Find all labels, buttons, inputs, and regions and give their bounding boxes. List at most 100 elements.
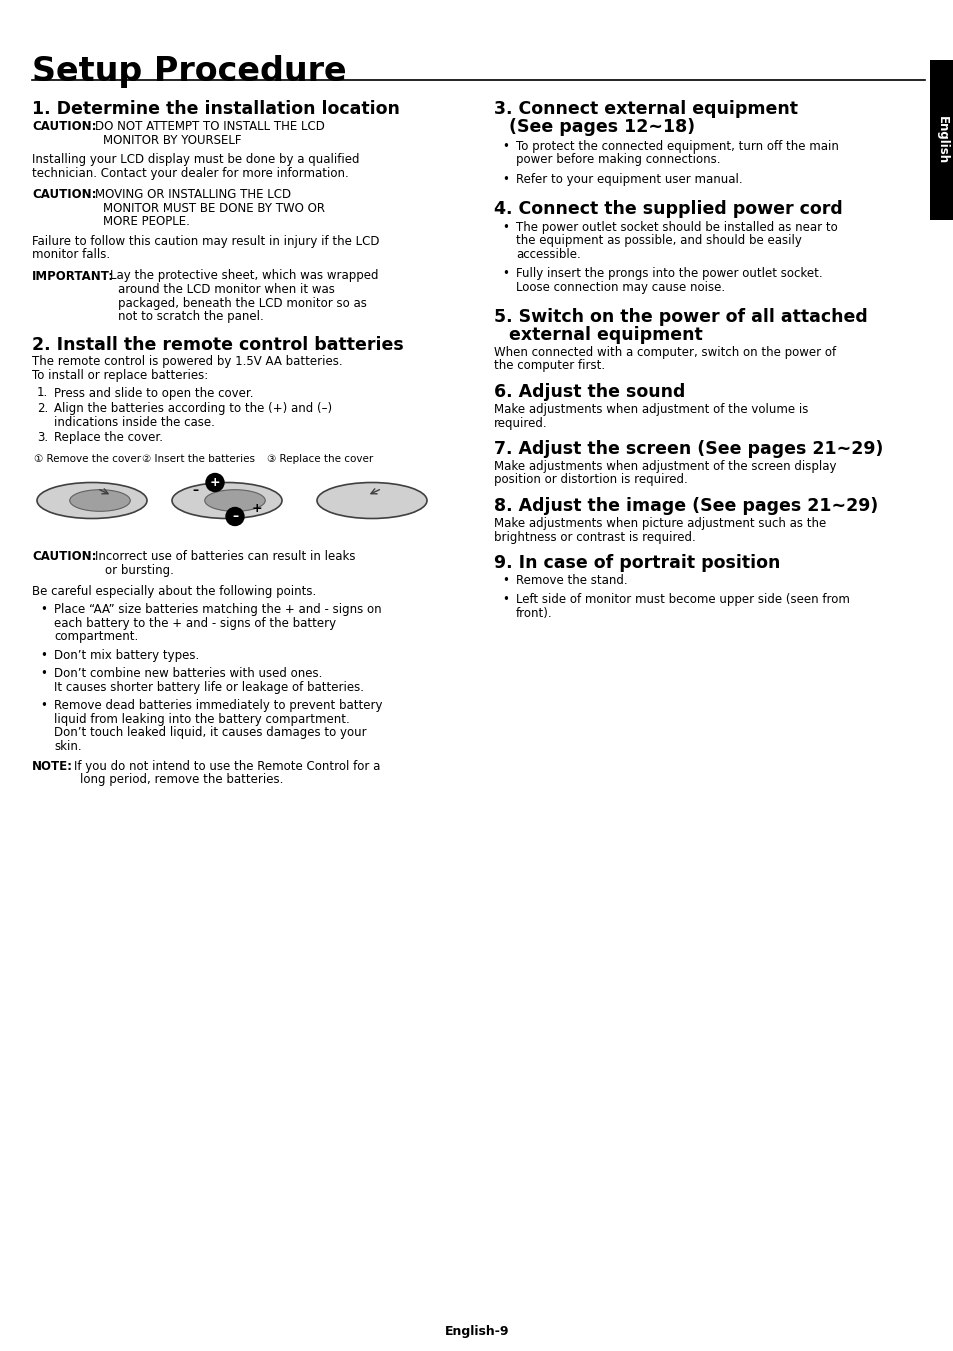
Text: Align the batteries according to the (+) and (–): Align the batteries according to the (+)… [54,403,332,415]
Text: front).: front). [516,607,552,620]
Text: packaged, beneath the LCD monitor so as: packaged, beneath the LCD monitor so as [118,296,367,309]
Text: around the LCD monitor when it was: around the LCD monitor when it was [118,282,335,296]
Text: English-9: English-9 [444,1325,509,1337]
Ellipse shape [316,482,427,519]
Text: Be careful especially about the following points.: Be careful especially about the followin… [32,585,315,598]
Text: external equipment: external equipment [509,326,702,345]
Text: CAUTION:: CAUTION: [32,188,96,201]
Text: Place “AA” size batteries matching the + and - signs on: Place “AA” size batteries matching the +… [54,603,381,616]
Text: +: + [252,503,262,515]
Text: liquid from leaking into the battery compartment.: liquid from leaking into the battery com… [54,712,350,725]
Text: Left side of monitor must become upper side (seen from: Left side of monitor must become upper s… [516,593,849,607]
Circle shape [226,508,244,526]
Text: Refer to your equipment user manual.: Refer to your equipment user manual. [516,173,741,186]
Text: The remote control is powered by 1.5V AA batteries.: The remote control is powered by 1.5V AA… [32,355,342,369]
Text: Installing your LCD display must be done by a qualified: Installing your LCD display must be done… [32,153,359,166]
Text: monitor falls.: monitor falls. [32,249,110,261]
Text: or bursting.: or bursting. [105,563,173,577]
Text: the equipment as possible, and should be easily: the equipment as possible, and should be… [516,234,801,247]
Text: When connected with a computer, switch on the power of: When connected with a computer, switch o… [494,346,835,359]
Text: Don’t mix battery types.: Don’t mix battery types. [54,648,199,662]
Text: To install or replace batteries:: To install or replace batteries: [32,369,208,382]
Text: each battery to the + and - signs of the battery: each battery to the + and - signs of the… [54,616,335,630]
Text: skin.: skin. [54,739,82,753]
Text: 9. In case of portrait position: 9. In case of portrait position [494,554,780,571]
Ellipse shape [70,489,131,511]
Text: •: • [40,698,47,712]
Text: 5. Switch on the power of all attached: 5. Switch on the power of all attached [494,308,867,326]
Text: •: • [501,220,508,234]
Text: position or distortion is required.: position or distortion is required. [494,473,687,486]
Ellipse shape [37,482,147,519]
Text: ② Insert the batteries: ② Insert the batteries [142,454,254,465]
Text: 8. Adjust the image (See pages 21~29): 8. Adjust the image (See pages 21~29) [494,497,878,515]
Text: •: • [501,593,508,607]
Ellipse shape [205,489,265,511]
Text: the computer first.: the computer first. [494,359,604,373]
Text: brightness or contrast is required.: brightness or contrast is required. [494,531,695,543]
Text: Press and slide to open the cover.: Press and slide to open the cover. [54,386,253,400]
Text: MONITOR MUST BE DONE BY TWO OR: MONITOR MUST BE DONE BY TWO OR [103,201,325,215]
Text: Make adjustments when adjustment of the volume is: Make adjustments when adjustment of the … [494,403,807,416]
Text: •: • [501,574,508,586]
Text: •: • [501,173,508,186]
Text: MORE PEOPLE.: MORE PEOPLE. [103,215,190,228]
Text: –: – [232,509,238,523]
Text: Lay the protective sheet, which was wrapped: Lay the protective sheet, which was wrap… [110,269,378,282]
Text: 6. Adjust the sound: 6. Adjust the sound [494,382,684,401]
Text: 1. Determine the installation location: 1. Determine the installation location [32,100,399,118]
Text: Incorrect use of batteries can result in leaks: Incorrect use of batteries can result in… [95,550,355,563]
Text: Make adjustments when adjustment of the screen display: Make adjustments when adjustment of the … [494,459,836,473]
Text: power before making connections.: power before making connections. [516,154,720,166]
Circle shape [206,473,224,492]
Text: 4. Connect the supplied power cord: 4. Connect the supplied power cord [494,200,841,219]
Text: not to scratch the panel.: not to scratch the panel. [118,309,263,323]
Bar [929,59,953,220]
Text: Don’t touch leaked liquid, it causes damages to your: Don’t touch leaked liquid, it causes dam… [54,725,366,739]
Text: Don’t combine new batteries with used ones.: Don’t combine new batteries with used on… [54,667,322,680]
Text: Remove the stand.: Remove the stand. [516,574,627,586]
Text: The power outlet socket should be installed as near to: The power outlet socket should be instal… [516,220,837,234]
Text: accessible.: accessible. [516,247,580,261]
Text: •: • [40,648,47,662]
Text: It causes shorter battery life or leakage of batteries.: It causes shorter battery life or leakag… [54,681,364,693]
Text: MONITOR BY YOURSELF: MONITOR BY YOURSELF [103,134,241,146]
Text: •: • [40,667,47,680]
Text: Remove dead batteries immediately to prevent battery: Remove dead batteries immediately to pre… [54,698,382,712]
Text: Loose connection may cause noise.: Loose connection may cause noise. [516,281,724,293]
Text: Fully insert the prongs into the power outlet socket.: Fully insert the prongs into the power o… [516,267,821,280]
Text: If you do not intend to use the Remote Control for a: If you do not intend to use the Remote C… [74,761,380,773]
Text: DO NOT ATTEMPT TO INSTALL THE LCD: DO NOT ATTEMPT TO INSTALL THE LCD [95,120,325,132]
Text: (See pages 12~18): (See pages 12~18) [509,118,695,136]
Text: +: + [210,476,220,489]
Text: indications inside the case.: indications inside the case. [54,416,214,428]
Text: long period, remove the batteries.: long period, remove the batteries. [80,774,283,786]
Text: •: • [501,267,508,280]
Text: 3. Connect external equipment: 3. Connect external equipment [494,100,797,118]
Text: •: • [40,603,47,616]
Text: required.: required. [494,416,547,430]
Text: NOTE:: NOTE: [32,761,73,773]
Ellipse shape [172,482,282,519]
Text: 3.: 3. [37,431,48,444]
Text: compartment.: compartment. [54,630,138,643]
Text: –: – [192,484,198,497]
Text: IMPORTANT:: IMPORTANT: [32,269,114,282]
Text: 1.: 1. [37,386,49,400]
Text: Replace the cover.: Replace the cover. [54,431,163,444]
Text: 7. Adjust the screen (See pages 21~29): 7. Adjust the screen (See pages 21~29) [494,440,882,458]
Text: Failure to follow this caution may result in injury if the LCD: Failure to follow this caution may resul… [32,235,379,247]
Text: technician. Contact your dealer for more information.: technician. Contact your dealer for more… [32,166,349,180]
Text: ① Remove the cover: ① Remove the cover [34,454,141,465]
Text: MOVING OR INSTALLING THE LCD: MOVING OR INSTALLING THE LCD [95,188,291,201]
Text: Setup Procedure: Setup Procedure [32,55,346,88]
Text: ③ Replace the cover: ③ Replace the cover [267,454,373,465]
Text: 2.: 2. [37,403,49,415]
Text: Make adjustments when picture adjustment such as the: Make adjustments when picture adjustment… [494,517,825,530]
Text: 2. Install the remote control batteries: 2. Install the remote control batteries [32,335,403,354]
Text: CAUTION:: CAUTION: [32,550,96,563]
Text: To protect the connected equipment, turn off the main: To protect the connected equipment, turn… [516,141,838,153]
Text: CAUTION:: CAUTION: [32,120,96,132]
Text: English: English [935,116,947,163]
Text: •: • [501,141,508,153]
